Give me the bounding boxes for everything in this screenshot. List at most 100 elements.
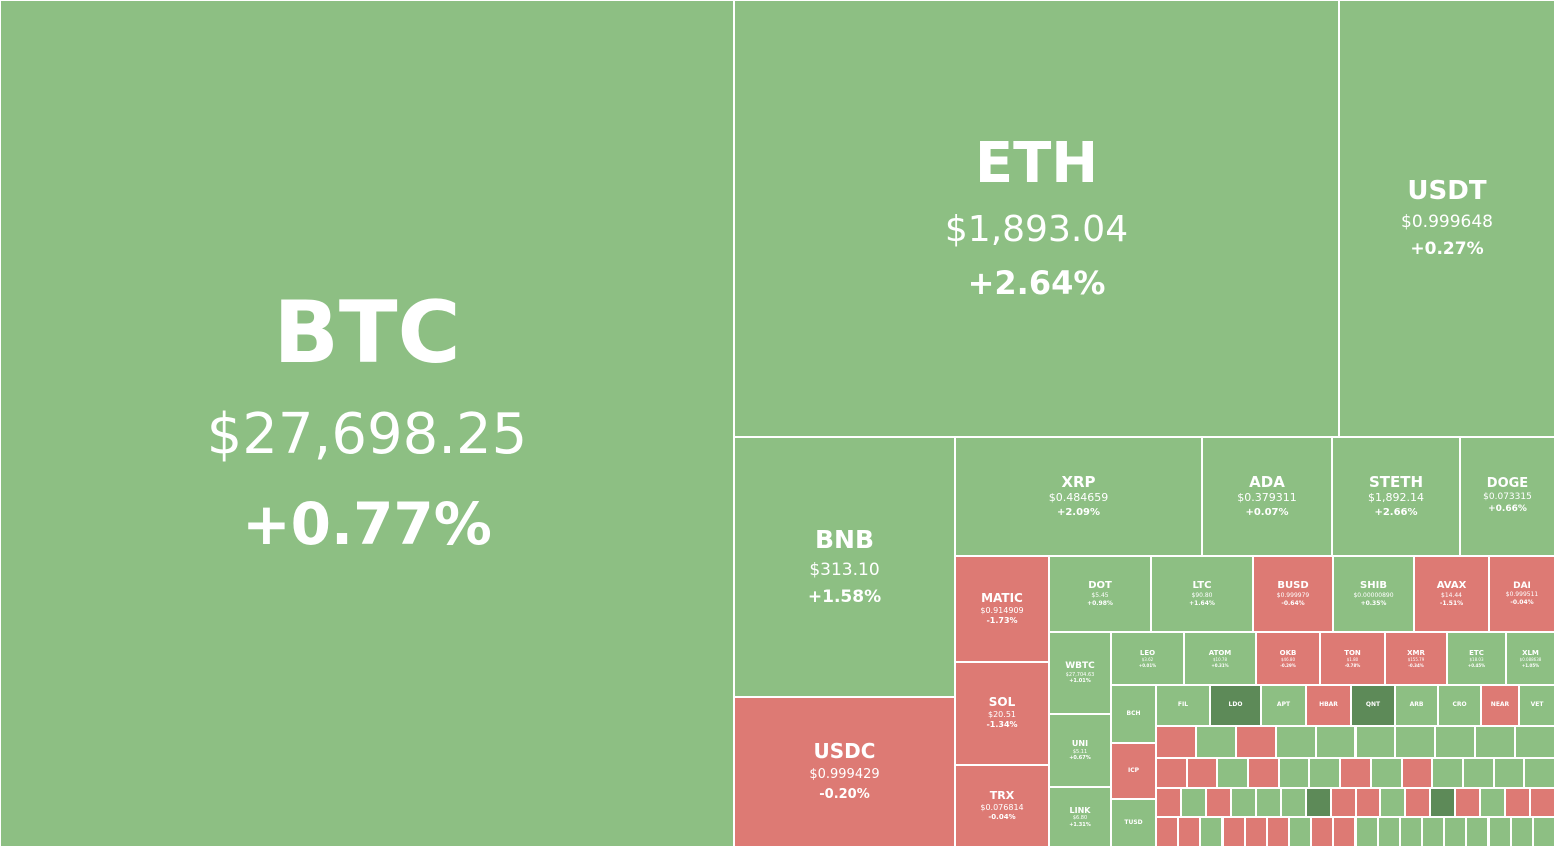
tile-small-asset[interactable] bbox=[1380, 788, 1406, 817]
tile-xlm[interactable]: XLM $0.088638 +1.05% bbox=[1506, 632, 1555, 685]
tile-small-asset[interactable] bbox=[1395, 726, 1436, 758]
tile-small-asset[interactable] bbox=[1466, 817, 1489, 847]
tile-small-asset[interactable] bbox=[1178, 817, 1201, 847]
tile-small-asset[interactable] bbox=[1493, 758, 1525, 788]
tile-small-asset[interactable] bbox=[1532, 817, 1555, 847]
tile-small-asset[interactable] bbox=[1248, 758, 1279, 788]
tile-small-asset[interactable] bbox=[1355, 788, 1381, 817]
tile-small-asset[interactable] bbox=[1435, 726, 1476, 758]
tile-small-asset[interactable] bbox=[1186, 758, 1218, 788]
tile-tusd[interactable]: TUSD bbox=[1111, 799, 1156, 847]
tile-small-asset[interactable] bbox=[1309, 758, 1341, 788]
tile-small-asset[interactable] bbox=[1222, 817, 1245, 847]
tile-small-asset[interactable] bbox=[1444, 817, 1467, 847]
tile-doge[interactable]: DOGE $0.073315 +0.66% bbox=[1460, 437, 1555, 556]
tile-sol[interactable]: SOL $20.51 -1.34% bbox=[955, 662, 1049, 765]
tile-arb[interactable]: ARB bbox=[1395, 685, 1438, 726]
tile-small-asset[interactable] bbox=[1488, 817, 1511, 847]
tile-ldo[interactable]: LDO bbox=[1210, 685, 1261, 726]
tile-small-asset[interactable] bbox=[1399, 817, 1422, 847]
tile-small-asset[interactable] bbox=[1432, 758, 1463, 788]
tile-small-asset[interactable] bbox=[1244, 817, 1267, 847]
tile-bch[interactable]: BCH bbox=[1111, 685, 1156, 743]
tile-okb[interactable]: OKB $46.80 -0.29% bbox=[1256, 632, 1320, 685]
tile-usdc[interactable]: USDC $0.999429 -0.20% bbox=[734, 697, 955, 847]
tile-symbol: USDT bbox=[1407, 175, 1487, 206]
tile-small-asset[interactable] bbox=[1330, 788, 1356, 817]
tile-small-asset[interactable] bbox=[1315, 726, 1356, 758]
tile-small-asset[interactable] bbox=[1289, 817, 1312, 847]
tile-xmr[interactable]: XMR $155.79 -0.34% bbox=[1385, 632, 1447, 685]
tile-small-asset[interactable] bbox=[1455, 788, 1481, 817]
tile-small-asset[interactable] bbox=[1370, 758, 1402, 788]
tile-small-asset[interactable] bbox=[1401, 758, 1433, 788]
tile-small-asset[interactable] bbox=[1430, 788, 1456, 817]
tile-fil[interactable]: FIL bbox=[1156, 685, 1210, 726]
tile-small-asset[interactable] bbox=[1422, 817, 1445, 847]
tile-steth[interactable]: STETH $1,892.14 +2.66% bbox=[1332, 437, 1460, 556]
tile-near[interactable]: NEAR bbox=[1481, 685, 1519, 726]
tile-small-asset[interactable] bbox=[1235, 726, 1276, 758]
tile-small-asset[interactable] bbox=[1515, 726, 1555, 758]
tile-change: -0.04% bbox=[988, 812, 1016, 821]
tile-etc[interactable]: ETC $18.03 +0.45% bbox=[1447, 632, 1506, 685]
tile-small-asset[interactable] bbox=[1524, 758, 1555, 788]
tile-small-asset[interactable] bbox=[1462, 758, 1494, 788]
tile-small-asset[interactable] bbox=[1505, 788, 1531, 817]
tile-trx[interactable]: TRX $0.076814 -0.04% bbox=[955, 765, 1049, 847]
tile-small-asset[interactable] bbox=[1405, 788, 1431, 817]
tile-small-asset[interactable] bbox=[1266, 817, 1289, 847]
tile-usdt[interactable]: USDT $0.999648 +0.27% bbox=[1339, 0, 1555, 437]
tile-dot[interactable]: DOT $5.45 +0.98% bbox=[1049, 556, 1151, 632]
tile-icp[interactable]: ICP bbox=[1111, 743, 1156, 799]
tile-small-asset[interactable] bbox=[1280, 788, 1306, 817]
tile-change: -0.78% bbox=[1344, 662, 1361, 668]
tile-small-asset[interactable] bbox=[1195, 726, 1236, 758]
tile-vet[interactable]: VET bbox=[1519, 685, 1555, 726]
tile-btc[interactable]: BTC $27,698.25 +0.77% bbox=[0, 0, 734, 847]
tile-small-asset[interactable] bbox=[1340, 758, 1371, 788]
tile-small-asset[interactable] bbox=[1255, 788, 1281, 817]
tile-small-asset[interactable] bbox=[1156, 726, 1196, 758]
tile-cro[interactable]: CRO bbox=[1438, 685, 1481, 726]
tile-small-asset[interactable] bbox=[1377, 817, 1400, 847]
tile-apt[interactable]: APT bbox=[1261, 685, 1306, 726]
tile-small-asset[interactable] bbox=[1355, 817, 1378, 847]
tile-small-asset[interactable] bbox=[1475, 726, 1516, 758]
tile-ltc[interactable]: LTC $90.80 +1.64% bbox=[1151, 556, 1253, 632]
tile-dai[interactable]: DAI $0.999511 -0.04% bbox=[1489, 556, 1555, 632]
tile-small-asset[interactable] bbox=[1217, 758, 1249, 788]
tile-atom[interactable]: ATOM $10.78 +0.31% bbox=[1184, 632, 1256, 685]
tile-small-asset[interactable] bbox=[1180, 788, 1206, 817]
tile-leo[interactable]: LEO $3.62 +0.01% bbox=[1111, 632, 1184, 685]
tile-small-asset[interactable] bbox=[1275, 726, 1316, 758]
tile-qnt[interactable]: QNT bbox=[1351, 685, 1395, 726]
tile-small-asset[interactable] bbox=[1333, 817, 1356, 847]
tile-avax[interactable]: AVAX $14.44 -1.51% bbox=[1414, 556, 1489, 632]
tile-link[interactable]: LINK $6.80 +1.31% bbox=[1049, 787, 1111, 847]
tile-small-asset[interactable] bbox=[1530, 788, 1555, 817]
tile-small-asset[interactable] bbox=[1355, 726, 1396, 758]
tile-uni[interactable]: UNI $5.11 +0.67% bbox=[1049, 714, 1111, 787]
tile-small-asset[interactable] bbox=[1156, 758, 1187, 788]
tile-xrp[interactable]: XRP $0.484659 +2.09% bbox=[955, 437, 1202, 556]
tile-hbar[interactable]: HBAR bbox=[1306, 685, 1351, 726]
tile-busd[interactable]: BUSD $0.999979 -0.64% bbox=[1253, 556, 1333, 632]
tile-ada[interactable]: ADA $0.379311 +0.07% bbox=[1202, 437, 1332, 556]
tile-small-asset[interactable] bbox=[1278, 758, 1310, 788]
tile-small-asset[interactable] bbox=[1230, 788, 1256, 817]
tile-ton[interactable]: TON $1.80 -0.78% bbox=[1320, 632, 1385, 685]
tile-small-asset[interactable] bbox=[1205, 788, 1231, 817]
tile-small-asset[interactable] bbox=[1156, 788, 1181, 817]
tile-small-asset[interactable] bbox=[1480, 788, 1506, 817]
tile-small-asset[interactable] bbox=[1311, 817, 1334, 847]
tile-small-asset[interactable] bbox=[1510, 817, 1533, 847]
tile-small-asset[interactable] bbox=[1305, 788, 1331, 817]
tile-bnb[interactable]: BNB $313.10 +1.58% bbox=[734, 437, 955, 697]
tile-shib[interactable]: SHIB $0.00000890 +0.35% bbox=[1333, 556, 1414, 632]
tile-eth[interactable]: ETH $1,893.04 +2.64% bbox=[734, 0, 1339, 437]
tile-small-asset[interactable] bbox=[1200, 817, 1223, 847]
tile-small-asset[interactable] bbox=[1156, 817, 1179, 847]
tile-wbtc[interactable]: WBTC $27,704.63 +1.01% bbox=[1049, 632, 1111, 714]
tile-matic[interactable]: MATIC $0.914909 -1.73% bbox=[955, 556, 1049, 662]
